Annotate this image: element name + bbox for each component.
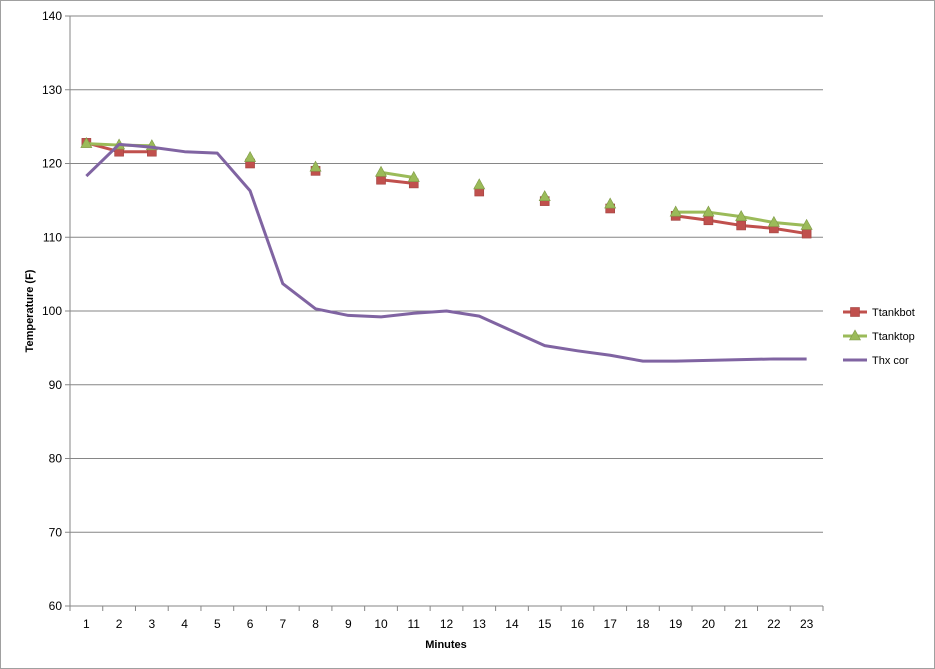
x-axis-title: Minutes [425, 639, 467, 651]
x-tick-label: 19 [669, 617, 683, 631]
y-axis-title: Temperature (F) [24, 269, 36, 352]
x-tick-label: 3 [149, 617, 156, 631]
data-point [800, 218, 813, 230]
x-tick-label: 15 [538, 617, 552, 631]
data-point [538, 190, 551, 201]
data-point [702, 205, 715, 217]
data-point [767, 215, 780, 227]
legend-marker [848, 329, 862, 341]
legend-label: Ttankbot [872, 307, 915, 319]
legend-label: Thx cor [872, 355, 909, 367]
data-point [669, 205, 682, 217]
data-point [473, 178, 486, 190]
series-thx-cor [85, 142, 807, 363]
x-tick-label: 12 [440, 617, 454, 631]
y-tick-labels: 60 70 80 90 100 110 120 130 140 [42, 9, 62, 613]
x-tick-label: 5 [214, 617, 221, 631]
x-tick-label: 10 [374, 617, 388, 631]
y-tick-label: 80 [49, 452, 63, 466]
x-tick-label: 17 [604, 617, 618, 631]
y-tick-label: 90 [49, 378, 63, 392]
data-point [80, 136, 93, 148]
legend-item: Ttanktop [843, 329, 915, 343]
data-point [407, 170, 420, 182]
y-tick-label: 60 [49, 599, 63, 613]
y-tick-label: 140 [42, 9, 62, 23]
y-tick-label: 100 [42, 304, 62, 318]
data-point [735, 209, 748, 221]
y-tick-label: 110 [43, 230, 62, 244]
series [80, 136, 813, 363]
x-tick-label: 7 [279, 617, 286, 631]
y-tick-label: 70 [49, 525, 63, 539]
y-tick-label: 120 [42, 157, 62, 171]
legend: Ttankbot Ttanktop Thx cor [843, 307, 915, 367]
legend-item: Thx cor [843, 355, 909, 367]
data-point [604, 197, 617, 209]
x-tick-label: 14 [505, 617, 519, 631]
series-line [380, 170, 414, 179]
x-tick-label: 4 [181, 617, 188, 631]
data-point [736, 220, 746, 231]
series-line [85, 142, 807, 363]
x-tick-label: 20 [702, 617, 716, 631]
gridlines [70, 15, 823, 533]
x-tick-label: 11 [408, 617, 421, 631]
data-point [703, 215, 714, 226]
x-tick-label: 9 [345, 617, 352, 631]
series-line [380, 178, 414, 185]
data-point [244, 150, 257, 162]
data-point [801, 228, 812, 239]
axes [65, 15, 824, 611]
legend-item: Ttankbot [843, 307, 915, 319]
x-tick-label: 18 [636, 617, 650, 631]
series-ttankbot [81, 138, 812, 239]
legend-marker [850, 307, 860, 317]
x-tick-label: 22 [767, 617, 781, 631]
series-ttanktop [80, 136, 813, 230]
data-point [375, 165, 388, 177]
x-tick-labels: 1 2 3 4 5 6 7 8 9 10 11 12 13 14 15 16 17 18 19 20 21 22 23 [83, 617, 814, 631]
x-tick-label: 16 [571, 617, 585, 631]
y-tick-label: 130 [42, 83, 62, 97]
x-tick-label: 13 [473, 617, 487, 631]
x-tick-label: 1 [83, 617, 90, 631]
x-tick-label: 2 [116, 617, 123, 631]
x-tick-label: 8 [312, 617, 319, 631]
x-tick-label: 6 [247, 617, 254, 631]
data-point [309, 160, 322, 172]
legend-label: Ttanktop [872, 331, 915, 343]
x-tick-label: 21 [734, 617, 748, 631]
x-tick-label: 23 [800, 617, 814, 631]
